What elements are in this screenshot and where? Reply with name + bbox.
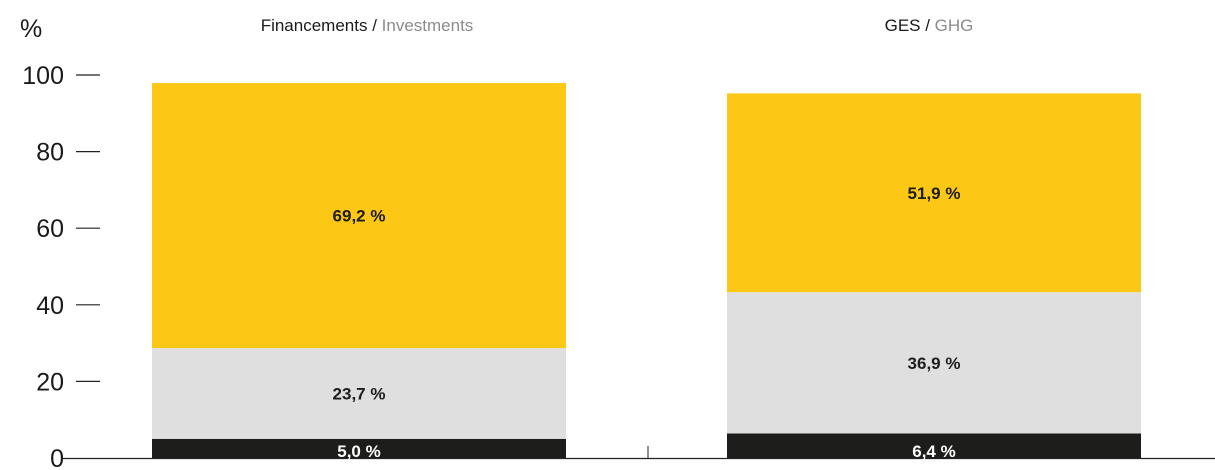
y-axis-unit: % — [20, 15, 42, 43]
y-tick-label: 100 — [22, 62, 64, 90]
y-axis: 0 20 40 60 80 100 — [22, 62, 100, 470]
data-label: 5,0 % — [337, 442, 380, 461]
data-label: 23,7 % — [333, 384, 386, 403]
data-label: 69,2 % — [333, 207, 386, 226]
data-label: 51,9 % — [908, 184, 961, 203]
bar-segment — [152, 438, 566, 458]
bar-segment — [152, 348, 566, 439]
category-title-subtitle: Investments — [382, 16, 474, 35]
bar-segment — [727, 93, 1141, 293]
data-label: 6,4 % — [912, 442, 955, 461]
title-separator: / — [367, 16, 381, 35]
bars-group: 5,0 % 23,7 % 69,2 % 6,4 % 36,9 % 51,9 % — [152, 83, 1141, 461]
y-tick-label: 40 — [36, 292, 64, 320]
category-title-subtitle: GHG — [935, 16, 974, 35]
y-tick-label: 80 — [36, 139, 64, 167]
y-tick-label: 60 — [36, 215, 64, 243]
category-title: GES / GHG — [885, 16, 974, 35]
category-title-main: Financements — [261, 16, 368, 35]
y-tick-label: 0 — [50, 445, 64, 470]
bar-segment — [727, 433, 1141, 458]
category-title: Financements / Investments — [261, 16, 474, 35]
title-separator: / — [921, 16, 935, 35]
bar-segment — [727, 292, 1141, 434]
data-label: 36,9 % — [908, 354, 961, 373]
y-tick-label: 20 — [36, 368, 64, 396]
category-titles: Financements / Investments GES / GHG — [261, 16, 974, 35]
bar-segment — [152, 83, 566, 349]
category-title-main: GES — [885, 16, 921, 35]
